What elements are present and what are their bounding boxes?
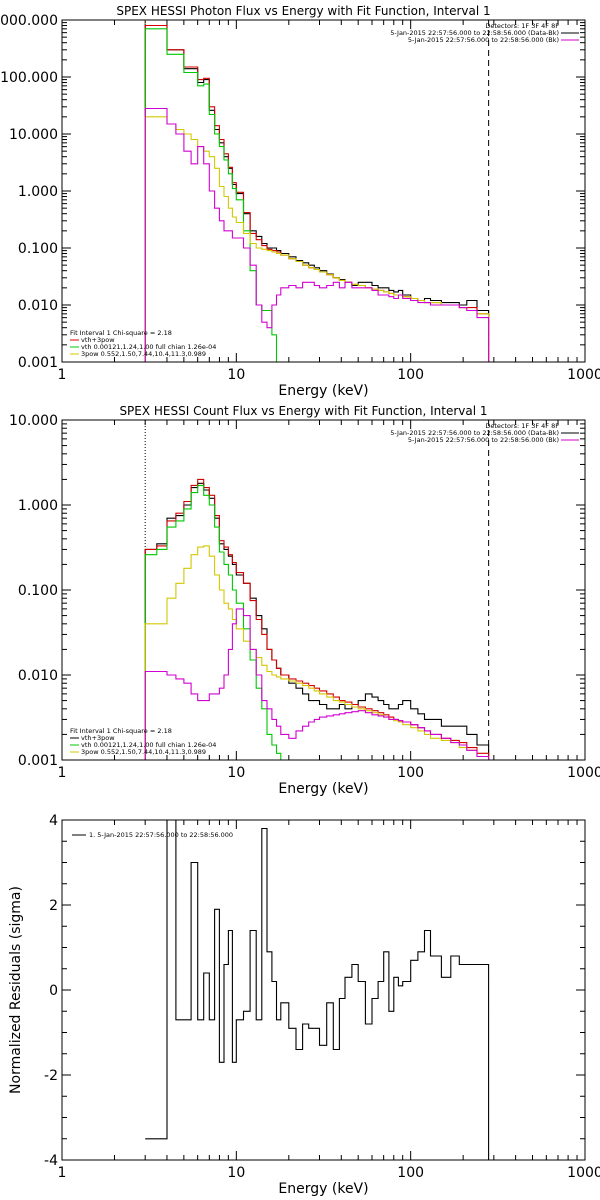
plot-frame bbox=[61, 19, 586, 363]
legend-title: Fit Interval 1 Chi-square = 2.18 bbox=[70, 329, 172, 337]
y-tick-label: 10.000 bbox=[9, 127, 58, 143]
plot-frame bbox=[61, 819, 586, 1161]
legend-entry: 1. 5-Jan-2015 22:57:56.000 to 22:58:56.0… bbox=[89, 831, 233, 839]
legend-title: Fit Interval 1 Chi-square = 2.18 bbox=[70, 727, 172, 735]
y-tick-label: 0.010 bbox=[18, 668, 58, 684]
plot-frame bbox=[61, 419, 586, 761]
x-tick-label: 1000 bbox=[567, 1165, 600, 1181]
y-axis-label: Normalized Residuals (sigma) bbox=[8, 886, 24, 1094]
y-tick-label: 1000.000 bbox=[0, 13, 58, 29]
y-tick-label: 100.000 bbox=[0, 70, 58, 86]
x-axis-label: Energy (keV) bbox=[278, 781, 368, 797]
y-tick-label: 1.000 bbox=[18, 498, 58, 514]
x-tick-label: 1000 bbox=[567, 367, 600, 383]
legend-entry: 3pow 0.552,1.50,7.44,10.4,11.3,0.989 bbox=[81, 350, 206, 358]
series-yellow-line bbox=[144, 545, 490, 760]
legend-entry: 3pow 0.552,1.50,7.44,10.4,11.3,0.989 bbox=[81, 748, 206, 756]
detector-annotation: 5-Jan-2015 22:57:56.000 to 22:58:56.000 … bbox=[390, 29, 559, 37]
y-tick-label: -2 bbox=[44, 1068, 58, 1084]
x-axis-label: Energy (keV) bbox=[278, 383, 368, 399]
x-tick-label: 10 bbox=[227, 367, 245, 383]
legend-entry: vth+3pow bbox=[81, 336, 115, 344]
detector-annotation: 5-Jan-2015 22:57:56.000 to 22:58:56.000 … bbox=[408, 36, 559, 44]
x-tick-label: 100 bbox=[397, 765, 424, 781]
series-magenta-line bbox=[144, 608, 490, 760]
y-tick-label: 2 bbox=[49, 898, 58, 914]
detector-annotation: 5-Jan-2015 22:57:56.000 to 22:58:56.000 … bbox=[390, 429, 559, 437]
x-tick-label: 100 bbox=[397, 367, 424, 383]
x-axis-label: Energy (keV) bbox=[278, 1181, 368, 1197]
detector-annotation: Detectors: 1F 3F 4F 8F bbox=[485, 22, 559, 30]
series-yellow-line bbox=[144, 116, 490, 362]
legend-entry: vth 0.00121,1.24,1.00 full chian 1.26e-0… bbox=[81, 741, 216, 749]
y-tick-label: 0.010 bbox=[18, 298, 58, 314]
series-green-line bbox=[144, 484, 289, 760]
x-tick-label: 100 bbox=[397, 1165, 424, 1181]
y-tick-label: 10.000 bbox=[9, 413, 58, 429]
x-tick-label: 1 bbox=[58, 1165, 67, 1181]
y-tick-label: 0.001 bbox=[18, 753, 58, 769]
x-tick-label: 1000 bbox=[567, 765, 600, 781]
series-magenta-line bbox=[144, 107, 490, 362]
y-tick-label: -4 bbox=[44, 1153, 58, 1169]
x-tick-label: 10 bbox=[227, 765, 245, 781]
y-tick-label: 0.001 bbox=[18, 355, 58, 371]
series-green-line bbox=[144, 28, 285, 362]
x-tick-label: 10 bbox=[227, 1165, 245, 1181]
detector-annotation: Detectors: 1F 3F 4F 8F bbox=[485, 422, 559, 430]
chart-title: SPEX HESSI Count Flux vs Energy with Fit… bbox=[119, 404, 487, 418]
chart-title: SPEX HESSI Photon Flux vs Energy with Fi… bbox=[116, 4, 490, 18]
y-tick-label: 0.100 bbox=[18, 583, 58, 599]
x-tick-label: 1 bbox=[58, 367, 67, 383]
legend-entry: vth 0.00121,1.24,1.00 full chian 1.26e-0… bbox=[81, 343, 216, 351]
y-tick-label: 1.000 bbox=[18, 184, 58, 200]
photon-flux-panel: SPEX HESSI Photon Flux vs Energy with Fi… bbox=[0, 4, 600, 399]
y-tick-label: 4 bbox=[49, 813, 58, 829]
detector-annotation: 5-Jan-2015 22:57:56.000 to 22:58:56.000 … bbox=[408, 436, 559, 444]
count-flux-panel: SPEX HESSI Count Flux vs Energy with Fit… bbox=[9, 404, 600, 797]
x-tick-label: 1 bbox=[58, 765, 67, 781]
legend-entry: vth+3pow bbox=[81, 734, 115, 742]
y-tick-label: 0 bbox=[49, 983, 58, 999]
series-black-line bbox=[145, 820, 496, 1160]
y-tick-label: 0.100 bbox=[18, 241, 58, 257]
residuals-panel: 1 10 100 1000 4 2 0 -2 -4 Energy (keV) Normalized … bbox=[8, 813, 600, 1197]
